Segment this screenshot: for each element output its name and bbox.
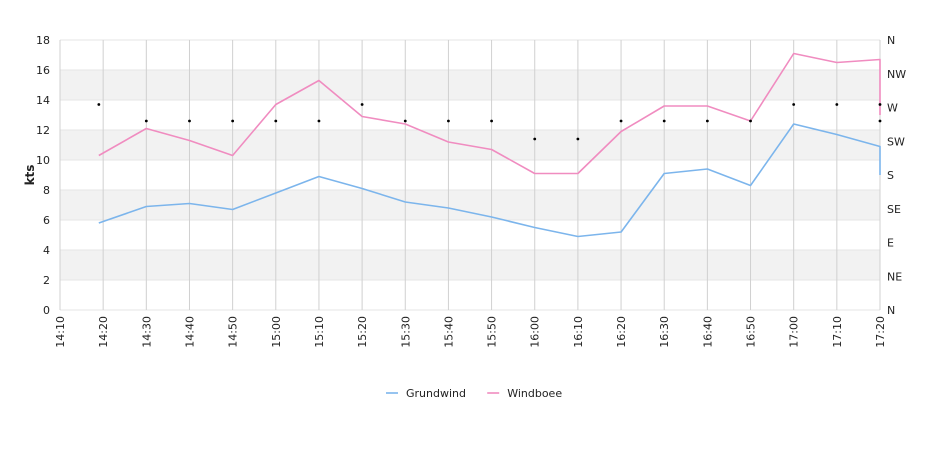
x-tick-label: 17:00 xyxy=(788,316,801,348)
x-tick-label: 14:10 xyxy=(54,316,67,348)
direction-tick-label: SE xyxy=(887,203,901,216)
series-lines xyxy=(98,52,881,238)
direction-tick-label: NW xyxy=(887,68,906,81)
direction-marker xyxy=(490,119,493,123)
direction-marker xyxy=(188,119,191,123)
direction-marker xyxy=(792,103,796,106)
direction-marker xyxy=(274,119,278,123)
x-tick-label: 16:10 xyxy=(572,316,585,348)
legend-label[interactable]: Grundwind xyxy=(406,387,466,400)
series-line-windboee xyxy=(98,52,881,175)
direction-marker xyxy=(749,119,752,123)
y-tick-label: 6 xyxy=(43,214,50,227)
legend-label[interactable]: Windboee xyxy=(507,387,562,400)
direction-tick-label: W xyxy=(887,102,898,115)
plot-band xyxy=(60,280,880,310)
direction-marker xyxy=(231,119,235,123)
direction-marker xyxy=(705,119,709,123)
x-tick-label: 14:30 xyxy=(140,316,153,348)
plot-band xyxy=(60,220,880,250)
x-tick-label: 17:10 xyxy=(831,316,844,348)
y-tick-label: 4 xyxy=(43,244,50,257)
y-tick-label: 2 xyxy=(43,274,50,287)
direction-marker xyxy=(403,119,407,123)
y-axis-labels: 0 2 4 6 8 10 12 14 16 18 xyxy=(36,34,50,317)
direction-tick-label: N xyxy=(887,304,895,317)
legend[interactable]: Grundwind Windboee xyxy=(386,387,562,400)
x-tick-label: 15:10 xyxy=(313,316,326,348)
direction-marker xyxy=(97,103,101,106)
direction-marker xyxy=(317,119,321,123)
direction-tick-label: S xyxy=(887,169,894,182)
y-tick-label: 18 xyxy=(36,34,50,47)
direction-marker xyxy=(878,119,882,123)
x-tick-label: 16:00 xyxy=(529,316,542,348)
plot-bands xyxy=(60,39,880,311)
plot-band xyxy=(60,160,880,190)
y-tick-label: 10 xyxy=(36,154,50,167)
y-tick-label: 8 xyxy=(43,184,50,197)
x-tick-label: 15:40 xyxy=(442,316,455,348)
direction-marker xyxy=(662,119,666,123)
y-axis-title: kts xyxy=(23,165,37,186)
direction-marker xyxy=(619,119,623,123)
y-tick-label: 12 xyxy=(36,124,50,137)
x-tick-label: 16:20 xyxy=(615,316,628,348)
plot-band xyxy=(60,100,880,130)
x-tick-label: 15:00 xyxy=(270,316,283,348)
direction-marker xyxy=(533,137,537,141)
x-tick-label: 14:20 xyxy=(97,316,110,348)
direction-tick-label: N xyxy=(887,34,895,47)
x-tick-label: 15:50 xyxy=(486,316,499,348)
x-tick-label: 15:20 xyxy=(356,316,369,348)
direction-tick-label: SW xyxy=(887,135,905,148)
x-tick-label: 16:50 xyxy=(745,316,758,348)
y-tick-label: 14 xyxy=(36,94,50,107)
y-tick-label: 16 xyxy=(36,64,50,77)
direction-tick-label: E xyxy=(887,237,894,250)
direction-marker xyxy=(447,119,450,123)
plot-band xyxy=(60,250,880,280)
x-tick-label: 17:20 xyxy=(874,316,887,348)
x-tick-label: 16:30 xyxy=(658,316,671,348)
x-tick-label: 14:50 xyxy=(227,316,240,348)
plot-band xyxy=(60,40,880,70)
series-line-grundwind xyxy=(98,123,881,238)
x-axis-labels: 14:10 14:20 14:30 14:40 14:50 15:00 15:10 15:20… xyxy=(54,316,887,348)
direction-tick-label: NE xyxy=(887,270,902,283)
direction-marker xyxy=(576,137,580,141)
direction-marker xyxy=(360,103,364,106)
direction-markers xyxy=(97,103,882,141)
x-tick-label: 15:30 xyxy=(399,316,412,348)
direction-marker xyxy=(835,103,839,106)
direction-marker xyxy=(144,119,148,123)
x-tick-label: 16:40 xyxy=(701,316,714,348)
x-tick-label: 14:40 xyxy=(183,316,196,348)
y-tick-label: 0 xyxy=(43,304,50,317)
plot-band xyxy=(60,190,880,220)
plot-band xyxy=(60,70,880,100)
direction-axis-labels: N NE E SE S SW W NW N xyxy=(887,34,906,317)
direction-marker xyxy=(878,103,882,106)
